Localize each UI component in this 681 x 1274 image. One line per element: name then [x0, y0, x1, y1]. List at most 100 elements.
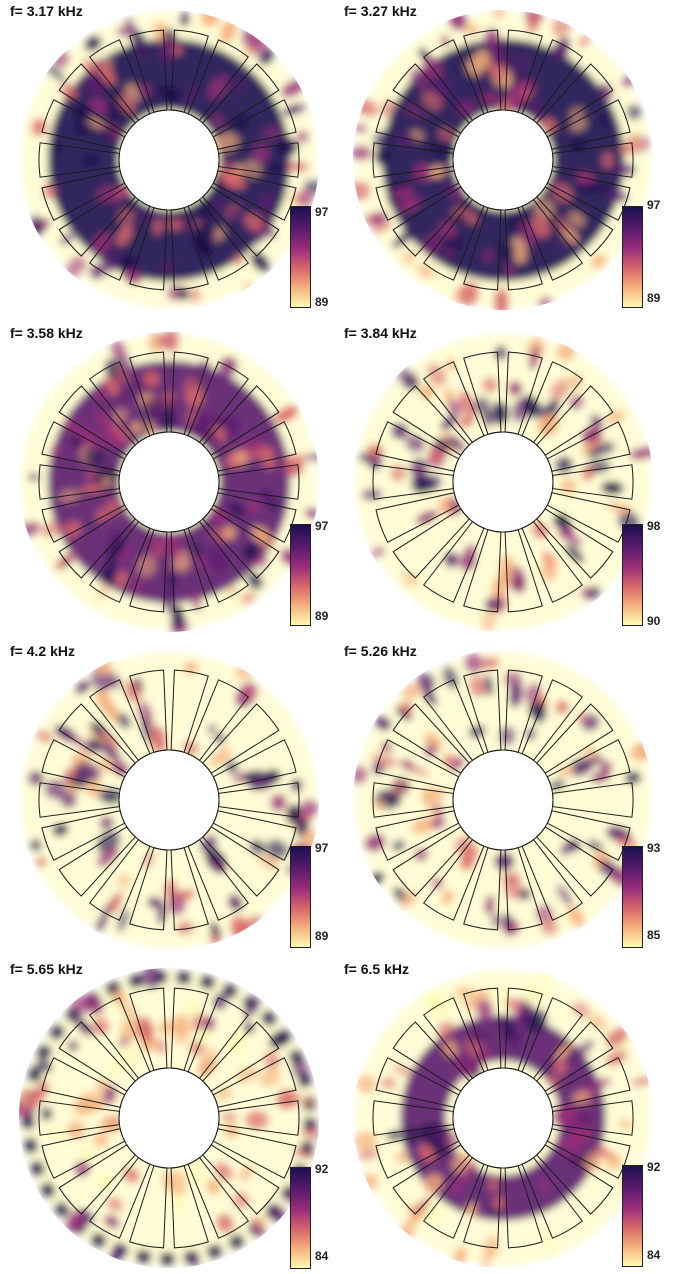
- heat-blob: [256, 534, 277, 550]
- sector-outline: [58, 63, 137, 134]
- heat-blob: [208, 75, 228, 100]
- heat-blob: [392, 186, 414, 200]
- heat-blob: [153, 217, 163, 236]
- heat-blob: [503, 70, 512, 90]
- heat-blob: [586, 839, 604, 851]
- heat-blob: [535, 904, 554, 923]
- panel-5: f= 4.2 kHz 97 89: [4, 640, 334, 956]
- heat-blob: [426, 363, 447, 387]
- sector-outline: [129, 669, 168, 753]
- heat-blob: [381, 99, 394, 117]
- sector-outline: [546, 1057, 631, 1108]
- heat-blob: [209, 747, 232, 767]
- sector-outline: [463, 29, 502, 113]
- sector-outline: [535, 826, 614, 897]
- heat-blob: [631, 1076, 653, 1087]
- heat-blob: [391, 229, 415, 249]
- heat-blob: [511, 236, 527, 264]
- heat-blob: [381, 1076, 397, 1090]
- heat-blob: [414, 848, 429, 862]
- heat-blob: [514, 52, 530, 71]
- sector-outline: [38, 782, 120, 818]
- heat-blob: [458, 282, 479, 306]
- heat-blob: [458, 390, 476, 417]
- heat-blob: [526, 401, 543, 419]
- sector-outline: [521, 838, 584, 921]
- heat-blob: [36, 857, 47, 867]
- heat-blob: [263, 769, 281, 784]
- sector-outline: [521, 520, 584, 603]
- heat-blob: [220, 1112, 238, 1122]
- heat-blob: [36, 729, 54, 743]
- sector-outline: [521, 361, 584, 444]
- heat-blob: [241, 591, 256, 605]
- heat-blob: [54, 552, 77, 571]
- heat-blob: [572, 1001, 591, 1019]
- sector-outline: [187, 997, 250, 1080]
- heat-blob: [539, 1177, 550, 1192]
- heat-blob: [82, 153, 101, 168]
- heat-blob: [106, 499, 122, 516]
- sector-outline: [218, 142, 300, 178]
- heat-blob: [453, 1247, 467, 1265]
- heat-blob: [557, 1137, 582, 1156]
- heat-blob: [446, 992, 460, 1007]
- sector-outline: [422, 1156, 485, 1239]
- sector-outline: [521, 39, 584, 122]
- sector-outline: [372, 1100, 454, 1136]
- heat-blob: [189, 287, 201, 303]
- heat-blob: [476, 1047, 491, 1062]
- heat-blob: [353, 145, 372, 161]
- sector-outline: [129, 847, 168, 931]
- heat-blob: [70, 436, 83, 447]
- heat-blob: [131, 573, 144, 599]
- heat-blob: [624, 771, 642, 785]
- colorbar: [622, 846, 643, 948]
- heat-blob: [438, 497, 454, 516]
- heat-blob: [512, 397, 530, 423]
- heat-blob: [588, 1078, 612, 1090]
- heat-blob: [101, 427, 124, 449]
- heat-blob: [399, 759, 415, 770]
- heat-blob: [364, 833, 386, 852]
- heat-blob: [89, 97, 109, 116]
- heat-blob: [214, 1162, 234, 1181]
- polar-heatmap: [355, 334, 653, 632]
- heat-blob: [489, 1205, 498, 1218]
- sector-outline: [552, 1100, 634, 1136]
- heat-blob: [156, 1038, 167, 1055]
- heat-blob: [444, 247, 455, 261]
- heat-blob: [485, 1234, 500, 1259]
- heat-blob: [216, 1213, 234, 1233]
- heat-blob: [423, 1204, 443, 1226]
- heat-blob: [286, 804, 301, 824]
- panel-title: f= 5.65 kHz: [10, 961, 83, 977]
- sector-outline: [392, 1021, 471, 1092]
- heat-blob: [474, 396, 491, 416]
- sector-outline: [38, 142, 120, 178]
- sector-outline: [129, 529, 168, 613]
- heat-blob: [232, 1191, 250, 1209]
- heat-blob: [211, 197, 226, 212]
- heat-blob: [430, 876, 444, 890]
- heat-blob: [278, 137, 298, 157]
- heat-blob: [79, 1210, 95, 1225]
- heat-blob: [527, 10, 540, 34]
- colorbar: [290, 206, 311, 308]
- heat-blob: [415, 510, 439, 525]
- heat-blob: [286, 161, 309, 172]
- heat-blob: [601, 481, 624, 495]
- heat-blob: [594, 1147, 614, 1158]
- heat-blob: [276, 1089, 300, 1110]
- heat-blob: [571, 1090, 592, 1104]
- panel-title: f= 4.2 kHz: [10, 643, 75, 659]
- sector-outline: [546, 421, 631, 472]
- heat-blob: [117, 713, 131, 729]
- sector-outline: [201, 826, 280, 897]
- heat-blob: [366, 443, 384, 460]
- heat-blob: [234, 449, 249, 465]
- sector-outlines: [372, 669, 634, 931]
- heat-blob: [589, 1014, 607, 1031]
- heat-blob: [484, 895, 495, 916]
- heat-blob: [560, 839, 575, 856]
